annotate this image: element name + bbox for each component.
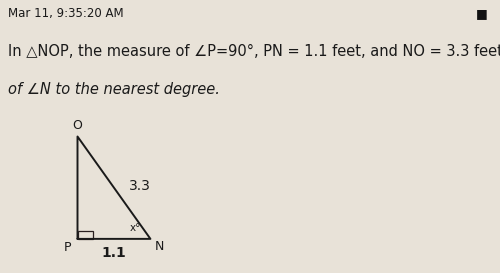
Text: In △NOP, the measure of ∠P=90°, PN = 1.1 feet, and NO = 3.3 feet. Find the measu: In △NOP, the measure of ∠P=90°, PN = 1.1…: [8, 44, 500, 59]
Text: ■: ■: [476, 7, 488, 20]
Bar: [78, 232, 92, 239]
Text: 1.1: 1.1: [102, 246, 126, 260]
Text: 3.3: 3.3: [129, 179, 151, 193]
Text: x°: x°: [130, 223, 141, 233]
Text: Mar 11, 9:35:20 AM: Mar 11, 9:35:20 AM: [8, 7, 123, 20]
Text: P: P: [64, 241, 71, 254]
Text: N: N: [154, 240, 164, 253]
Text: O: O: [72, 119, 83, 132]
Text: of ∠N to the nearest degree.: of ∠N to the nearest degree.: [8, 82, 220, 97]
